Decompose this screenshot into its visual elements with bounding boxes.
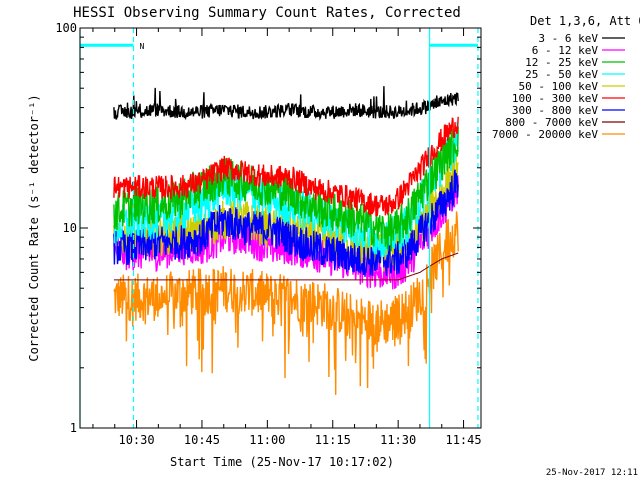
chart-title: HESSI Observing Summary Count Rates, Cor…: [73, 5, 461, 21]
x-tick-label: 11:30: [380, 433, 416, 447]
legend-label: 3 - 6 keV: [538, 32, 598, 45]
series-line: [113, 211, 459, 395]
series-line: [113, 116, 459, 217]
y-axis-label: Corrected Count Rate (s⁻¹ detector⁻¹): [27, 94, 41, 361]
x-axis: 10:30 10:45 11:00 11:15 11:30 11:45: [92, 28, 482, 447]
legend-label: 6 - 12 keV: [532, 44, 599, 57]
legend-header: Det 1,3,6, Att 0: [530, 14, 640, 28]
series-line: [113, 252, 459, 281]
x-tick-label: 11:00: [249, 433, 285, 447]
legend-label: 50 - 100 keV: [519, 80, 599, 93]
series-line: [113, 169, 459, 277]
legend-label: 7000 - 20000 keV: [492, 128, 598, 141]
x-tick-label: 10:30: [118, 433, 154, 447]
footer-timestamp: 25-Nov-2017 12:11: [546, 468, 638, 478]
legend-label: 100 - 300 keV: [512, 92, 598, 105]
legend-label: 12 - 25 keV: [525, 56, 598, 69]
y-tick-label: 10: [63, 221, 77, 235]
legend-label: 300 - 800 keV: [512, 104, 598, 117]
legend-label: 25 - 50 keV: [525, 68, 598, 81]
y-tick-label: 1: [70, 421, 77, 435]
x-tick-label: 11:15: [315, 433, 351, 447]
flag-label: N: [139, 42, 144, 51]
y-axis: 1 10 100: [55, 21, 481, 435]
x-tick-label: 10:45: [184, 433, 220, 447]
y-tick-label: 100: [55, 21, 77, 35]
x-tick-label: 11:45: [445, 433, 481, 447]
x-axis-label: Start Time (25-Nov-17 10:17:02): [170, 455, 394, 469]
legend-label: 800 - 7000 keV: [505, 116, 598, 129]
series-line: [113, 86, 459, 121]
